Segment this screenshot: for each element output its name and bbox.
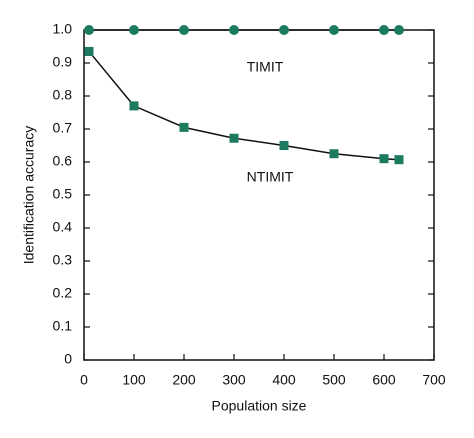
x-tick-label: 200: [172, 372, 196, 388]
y-tick-label: 0.5: [53, 186, 73, 202]
x-tick-label: 0: [80, 372, 88, 388]
marker: [329, 149, 339, 159]
marker: [84, 25, 94, 35]
y-tick-label: 1.0: [53, 21, 73, 37]
marker: [279, 141, 289, 150]
series-label: TIMIT: [247, 59, 284, 75]
plot-frame: [83, 29, 435, 361]
y-tick-label: 0.9: [53, 54, 73, 70]
marker: [84, 46, 94, 56]
marker: [129, 25, 139, 35]
y-axis-label: Identification accuracy: [21, 126, 37, 265]
x-tick-label: 400: [272, 372, 296, 388]
y-tick-label: 0.7: [53, 120, 73, 136]
marker: [394, 25, 404, 35]
marker: [179, 122, 189, 132]
marker: [329, 25, 339, 35]
marker: [279, 25, 289, 35]
x-tick-label: 100: [122, 372, 146, 388]
x-axis-label: Population size: [212, 398, 307, 414]
marker: [379, 154, 389, 164]
marker: [129, 101, 139, 111]
x-tick-label: 600: [372, 372, 396, 388]
y-tick-label: 0.4: [53, 219, 73, 235]
y-tick-label: 0.2: [53, 285, 73, 301]
y-tick-label: 0.3: [53, 252, 73, 268]
marker: [229, 25, 239, 35]
marker: [394, 155, 404, 165]
y-tick-label: 0.8: [53, 87, 73, 103]
series-label: NTIMIT: [247, 169, 294, 185]
y-tick-label: 0.1: [53, 318, 73, 334]
y-tick-label: 0.6: [53, 153, 73, 169]
x-tick-label: 500: [322, 372, 346, 388]
series-line: [88, 50, 400, 161]
marker: [179, 25, 189, 35]
x-tick-label: 700: [422, 372, 446, 388]
y-tick-label: 0: [64, 351, 72, 367]
x-tick-label: 300: [222, 372, 246, 388]
marker: [379, 25, 389, 35]
marker: [229, 133, 239, 143]
